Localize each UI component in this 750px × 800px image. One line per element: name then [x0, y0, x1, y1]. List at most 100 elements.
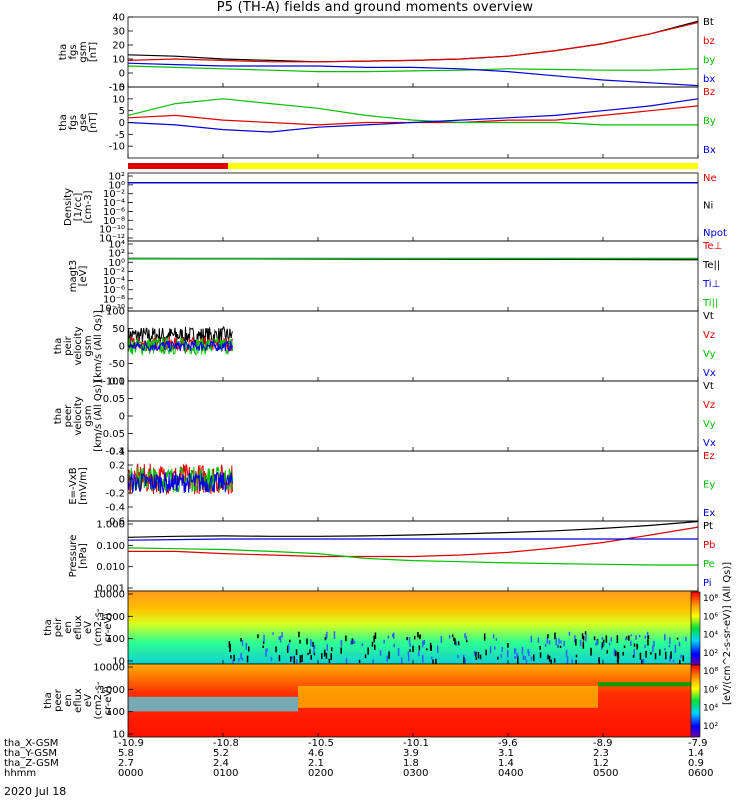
- legend-entry: Bz: [703, 87, 715, 98]
- x-axis-value: 1.4: [688, 748, 704, 759]
- spectrogram-pixel: [598, 659, 600, 665]
- spectrogram-pixel: [516, 652, 518, 658]
- spectrogram-pixel: [558, 638, 560, 644]
- spectrogram-pixel: [248, 646, 250, 652]
- spectrogram-pixel: [401, 657, 403, 664]
- spectrogram-pixel: [575, 654, 578, 658]
- spectrogram-pixel: [453, 637, 455, 642]
- spectrogram-pixel: [672, 659, 675, 663]
- legend-entry: bx: [703, 74, 715, 85]
- spectrogram-pixel: [262, 645, 264, 648]
- y-tick-label: 1.000: [96, 520, 125, 531]
- x-axis-value: 0100: [213, 768, 238, 779]
- panel-peer_spec: 10000 1000 100 10 tha peer en eflux eV (cm2-s-sr-…: [43, 663, 718, 741]
- y-axis-label: Pressure [nPa]: [68, 535, 89, 578]
- x-axis-row-label: tha_Y-GSM: [4, 748, 57, 759]
- spectrogram-pixel: [530, 635, 533, 643]
- spectrogram-pixel: [680, 654, 682, 658]
- y-tick-label: 10: [112, 94, 125, 105]
- spectrogram-pixel: [265, 649, 267, 657]
- x-axis-value: -8.9: [593, 738, 613, 749]
- spectrogram-pixel: [633, 649, 635, 657]
- spectrogram-pixel: [598, 657, 600, 662]
- colorbar-bottom: [690, 664, 701, 738]
- spectrogram-pixel: [555, 637, 557, 646]
- spectrogram-pixel: [408, 637, 411, 644]
- spectrogram-pixel: [312, 641, 314, 647]
- spectrogram-pixel: [431, 656, 433, 660]
- y-tick-label: 10⁻²: [103, 267, 125, 278]
- legend-entry: Ni: [703, 201, 713, 212]
- spectrogram-pixel: [575, 638, 577, 646]
- spectrogram-pixel: [654, 653, 657, 660]
- legend-entry: Pe: [703, 559, 715, 570]
- spectrogram-pixel: [313, 645, 316, 650]
- colorbar-tick-label: 10⁸: [703, 594, 718, 604]
- series-line-Bx: [127, 98, 699, 133]
- legend-entry: Ex: [703, 508, 715, 519]
- spectrogram-pixel: [324, 637, 327, 641]
- spectrogram-pixel: [644, 635, 647, 639]
- spectrogram-pixel: [615, 650, 617, 657]
- panel-frame: [127, 380, 699, 452]
- spectrogram-pixel: [547, 654, 549, 660]
- x-axis-value: 5.8: [118, 748, 134, 759]
- y-tick-label: 0.4: [109, 447, 125, 458]
- legend-entry: Pb: [703, 540, 715, 551]
- y-tick-label: 5: [119, 106, 125, 117]
- colorbar-label-text: [eV/(cm^2-s-sr-eV)] (All Qs)]: [722, 561, 733, 705]
- x-axis-value: -10.9: [118, 738, 144, 749]
- spectrogram-pixel: [257, 634, 259, 639]
- series-line-bx: [127, 62, 699, 87]
- spectrogram-pixel: [507, 649, 509, 658]
- spectrogram-pixel: [647, 636, 649, 639]
- spectrogram-pixel: [462, 654, 465, 658]
- series-line-Vt: [127, 325, 233, 346]
- spectrogram-pixel: [440, 636, 443, 643]
- x-axis-value: 2.7: [118, 758, 134, 769]
- spectrogram-pixel: [379, 650, 382, 656]
- spectrogram-pixel: [638, 634, 641, 638]
- y-axis-label-line: Pressure: [68, 535, 79, 578]
- y-axis-label-line: gsm: [78, 41, 89, 62]
- spectrogram-pixel: [676, 637, 679, 640]
- x-axis-value: 2.4: [213, 758, 229, 769]
- series-line-bz: [127, 22, 699, 63]
- y-tick-label: 0.2: [109, 461, 125, 472]
- spectrogram-pixel: [437, 646, 439, 650]
- y-tick-label: 10: [112, 657, 125, 668]
- y-axis-label-line: tha: [58, 114, 69, 130]
- y-axis-label-line: tha: [58, 44, 69, 60]
- panel-efield: -0.6 -0.4 -0.2 0 0.2 0.4 E=-VxB [mV/m] Ez Ey Ex: [68, 447, 715, 528]
- y-tick-label: 1000: [100, 685, 125, 696]
- y-axis-label: tha fgs gse [nT]: [58, 112, 99, 132]
- spectrogram-pixel: [571, 659, 573, 664]
- panel-pressure: 1.000 0.100 0.010 0.001 Pressure [nPa] Pt Pb Pe P…: [68, 520, 715, 595]
- spectrogram-pixel: [497, 656, 499, 660]
- spectrogram-pixel: [547, 634, 549, 639]
- spectrogram-pixel: [581, 633, 584, 639]
- y-tick-label: 10⁻⁶: [103, 207, 125, 218]
- spectrogram-pixel: [240, 638, 242, 642]
- spectrogram-pixel: [595, 642, 597, 646]
- spectrogram-pixel: [310, 655, 312, 660]
- y-tick-label: 0: [119, 412, 125, 423]
- y-axis-label-line: peir: [53, 617, 64, 637]
- spectrogram-pixel: [397, 648, 400, 656]
- spectrogram-pixel: [485, 649, 487, 656]
- spectrogram-pixel: [275, 646, 277, 653]
- y-axis-label: magt3 [eV]: [68, 260, 89, 293]
- spectrogram-pixel: [295, 659, 298, 664]
- spectrogram-pixel: [367, 647, 369, 655]
- spectrogram-pixel: [307, 652, 309, 656]
- spectrogram-pixel: [310, 639, 312, 647]
- spectrogram-pixel: [647, 639, 649, 646]
- y-tick-label: 0: [119, 342, 125, 353]
- spectrogram-pixel: [630, 634, 633, 637]
- y-axis-label-line: tha: [53, 338, 64, 354]
- y-axis-label: Density [1/cc] [cm-3]: [63, 188, 94, 226]
- legend-entry: Npot: [703, 228, 727, 239]
- colorbar-tick-label: 10²: [703, 722, 718, 732]
- spectrogram-pixel: [361, 643, 364, 647]
